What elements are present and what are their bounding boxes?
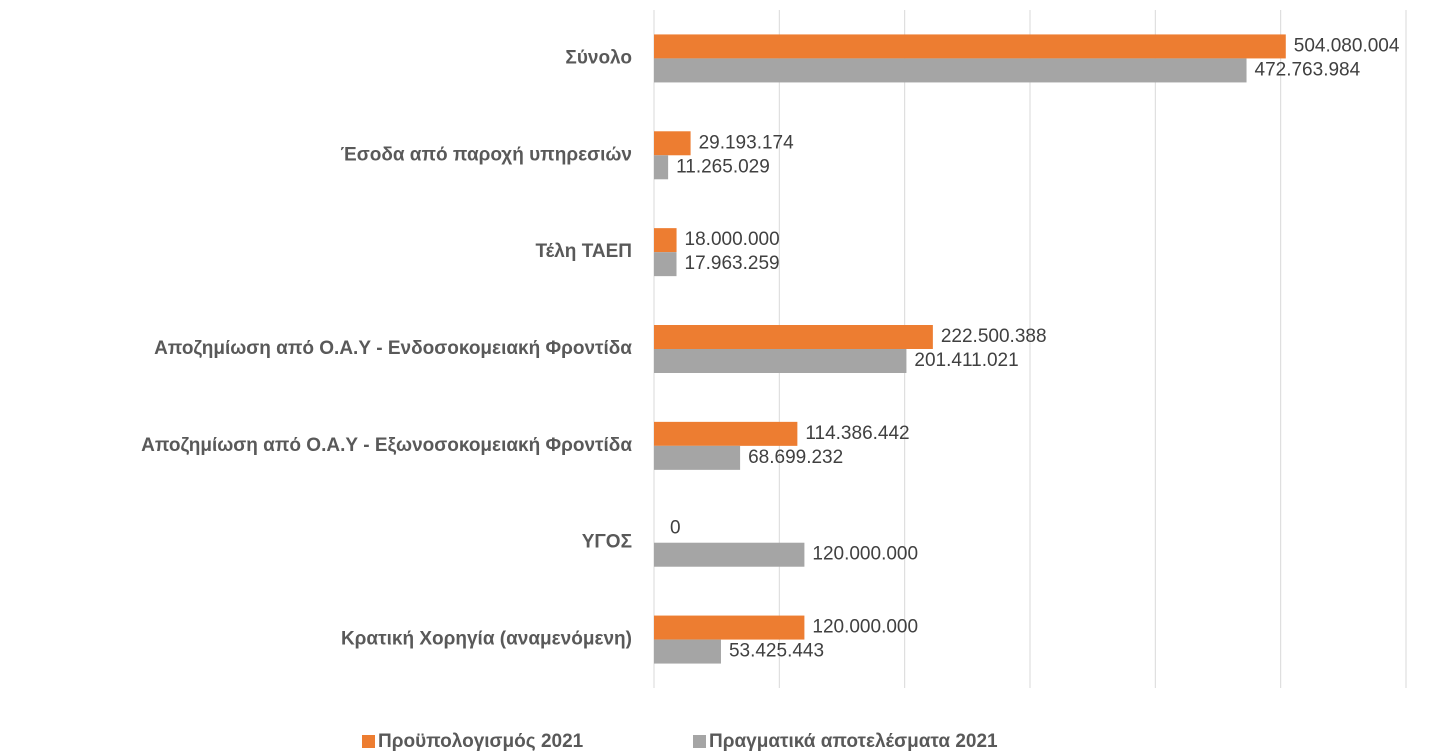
category-label: Κρατική Χορηγία (αναμενόμενη) [341,629,632,650]
bar [654,615,805,640]
category-label: Έσοδα από παροχή υπηρεσιών [341,144,632,165]
category-label: ΥΓΟΣ [582,532,632,553]
bar [654,252,677,277]
data-label: 68.699.232 [748,447,843,468]
data-label: 0 [670,518,681,539]
data-label: 472.763.984 [1255,59,1361,80]
data-label: 29.193.174 [699,132,795,153]
bar [654,325,933,349]
legend-label: Πραγματικά αποτελέσματα 2021 [709,731,998,752]
category-label: Τέλη ΤΑΕΠ [535,241,632,262]
legend-swatch [693,735,706,748]
data-label: 222.500.388 [941,326,1047,347]
bar [654,131,691,156]
data-label: 11.265.029 [676,156,770,177]
legend-swatch [362,735,375,748]
category-label: Αποζημίωση από Ο.Α.Υ - Ενδοσοκομειακή Φρ… [154,338,632,359]
bar [654,445,741,470]
data-label: 201.411.021 [914,350,1018,371]
bar [654,228,677,253]
bar [654,639,721,664]
data-label: 120.000.000 [812,617,918,638]
data-label: 18.000.000 [685,229,780,250]
data-label: 17.963.259 [685,253,780,274]
data-label: 120.000.000 [812,544,918,565]
category-label: Αποζημίωση από Ο.Α.Υ - Εξωνοσοκομειακή Φ… [141,435,632,456]
legend-label: Προϋπολογισμός 2021 [378,731,584,752]
bar [654,58,1247,83]
data-label: 53.425.443 [729,641,824,662]
bar [654,421,798,446]
data-label: 504.080.004 [1294,35,1400,56]
data-label: 114.386.442 [805,423,909,444]
bar [654,349,907,373]
bar [654,34,1286,59]
category-label: Σύνολο [565,47,632,68]
bar [654,155,669,180]
bar [654,542,805,567]
